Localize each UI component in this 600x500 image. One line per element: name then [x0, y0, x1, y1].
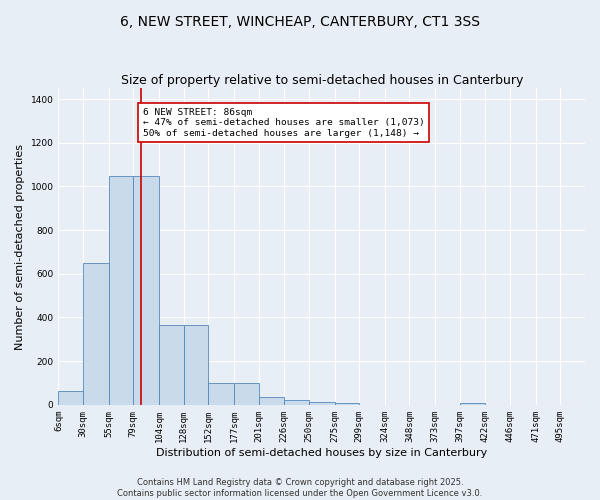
- X-axis label: Distribution of semi-detached houses by size in Canterbury: Distribution of semi-detached houses by …: [156, 448, 487, 458]
- Text: 6, NEW STREET, WINCHEAP, CANTERBURY, CT1 3SS: 6, NEW STREET, WINCHEAP, CANTERBURY, CT1…: [120, 15, 480, 29]
- Bar: [259, 397, 284, 405]
- Bar: [159, 325, 184, 405]
- Bar: [58, 390, 83, 405]
- Bar: [335, 402, 359, 405]
- Y-axis label: Number of semi-detached properties: Number of semi-detached properties: [15, 144, 25, 350]
- Bar: [184, 325, 208, 405]
- Bar: [133, 176, 159, 405]
- Bar: [83, 263, 109, 405]
- Text: 6 NEW STREET: 86sqm
← 47% of semi-detached houses are smaller (1,073)
50% of sem: 6 NEW STREET: 86sqm ← 47% of semi-detach…: [143, 108, 424, 138]
- Bar: [309, 402, 335, 405]
- Bar: [109, 176, 133, 405]
- Bar: [208, 383, 234, 405]
- Bar: [284, 400, 309, 405]
- Text: Contains HM Land Registry data © Crown copyright and database right 2025.
Contai: Contains HM Land Registry data © Crown c…: [118, 478, 482, 498]
- Bar: [234, 383, 259, 405]
- Title: Size of property relative to semi-detached houses in Canterbury: Size of property relative to semi-detach…: [121, 74, 523, 87]
- Bar: [460, 402, 485, 405]
